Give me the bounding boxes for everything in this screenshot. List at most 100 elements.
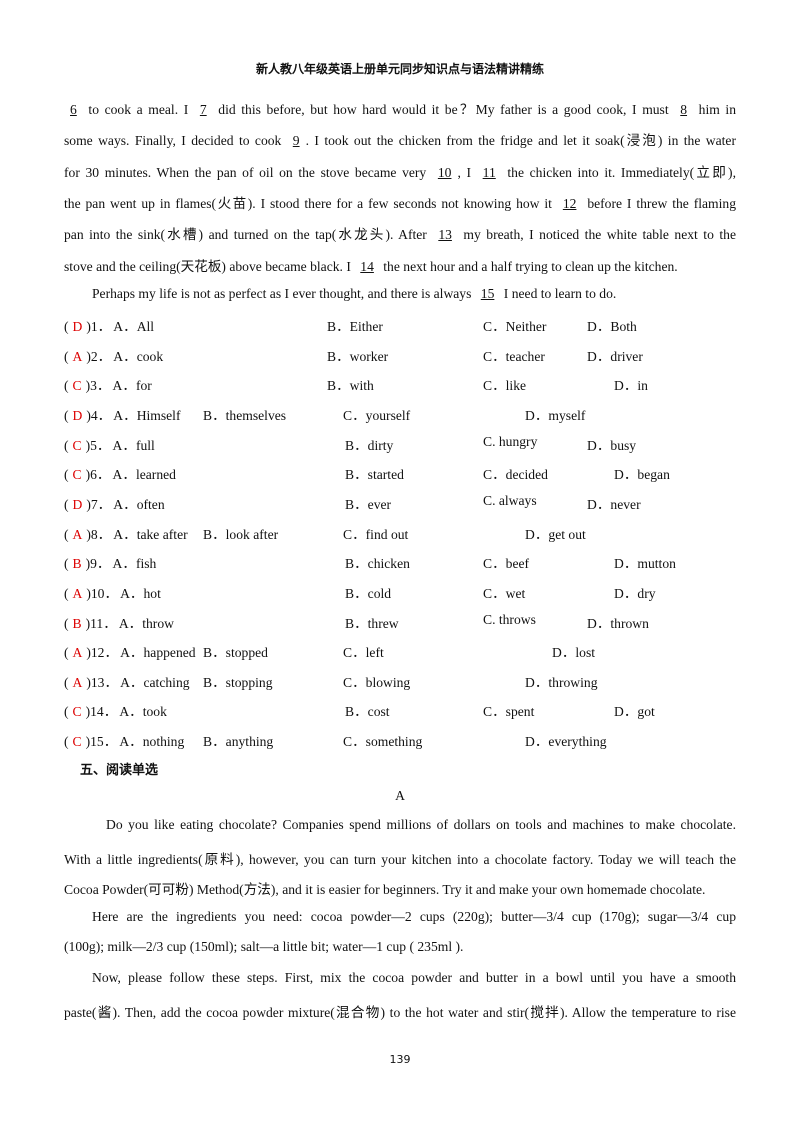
option: D．lost: [552, 645, 596, 661]
text: some ways. Finally, I decided to cook: [64, 133, 287, 149]
answer: B: [72, 556, 82, 572]
question-number: )10．: [86, 585, 119, 601]
question-number: )13．: [86, 674, 119, 690]
question-stem: (A)12． A．happened: [64, 641, 196, 661]
option: A．cook: [113, 348, 164, 364]
text-line: for 30 minutes. When the pan of oil on t…: [64, 161, 736, 181]
blank: 13: [438, 227, 452, 243]
option: D．mutton: [614, 556, 676, 572]
option: D．in: [614, 378, 648, 394]
passage-title: A: [395, 788, 405, 803]
option: D．myself: [525, 407, 586, 423]
text: , I: [457, 164, 477, 180]
question-number: )7．: [86, 496, 112, 512]
answer: C: [72, 734, 82, 750]
question-stem: (C)6． A．learned: [64, 463, 176, 483]
text-line: pan into the sink(水槽) and turned on the …: [64, 223, 736, 243]
blank: 10: [437, 164, 452, 180]
option: C．something: [343, 734, 423, 750]
text-line: stove and the ceiling(天花板) above became …: [64, 255, 736, 275]
bracket: (: [64, 496, 69, 512]
answer: C: [72, 437, 82, 453]
option: C．like: [483, 378, 527, 394]
option: B．stopped: [203, 645, 268, 661]
bracket: (: [64, 378, 69, 394]
option: D．got: [614, 704, 655, 720]
text: pan into the sink(水槽) and turned on the …: [64, 227, 433, 243]
blank: 6: [70, 102, 77, 117]
option: A．catching: [120, 674, 190, 690]
answer: A: [72, 348, 83, 364]
option: D．driver: [587, 348, 643, 364]
question-stem: (B)9． A．fish: [64, 552, 156, 572]
page-number: 139: [389, 1053, 411, 1066]
question-stem: (A)10． A．hot: [64, 582, 161, 602]
question-number: )12．: [86, 645, 119, 661]
option: B．Either: [327, 319, 383, 334]
question-stem: (A)8． A．take after: [64, 523, 188, 543]
option: A．learned: [112, 467, 176, 483]
question-number: )14．: [85, 704, 118, 720]
bracket: (: [64, 734, 69, 750]
option: D．busy: [587, 437, 637, 453]
option: D．began: [614, 467, 670, 483]
option: D．get out: [525, 526, 586, 542]
question-number: )6．: [85, 467, 111, 483]
text: the next hour and a half trying to clean…: [379, 258, 678, 274]
text-line: 6 to cook a meal. I 7 did this before, b…: [64, 98, 736, 118]
option: C. hungry: [483, 433, 538, 449]
text: to cook a meal. I: [82, 102, 194, 117]
answer: A: [72, 526, 83, 542]
option: B．with: [327, 378, 374, 394]
bracket: (: [64, 556, 69, 572]
question-stem: (C)14． A．took: [64, 700, 167, 720]
option: C．teacher: [483, 348, 545, 364]
text-line: Cocoa Powder(可可粉) Method(方法), and it is …: [64, 882, 706, 898]
option: A．for: [112, 378, 152, 394]
option: B．anything: [203, 734, 274, 750]
text-line: Perhaps my life is not as perfect as I e…: [92, 286, 736, 302]
option: D．Both: [587, 319, 637, 334]
bracket: (: [64, 526, 69, 542]
text-line: (100g); milk—2/3 cup (150ml); salt—a lit…: [64, 939, 464, 955]
bracket: (: [64, 467, 69, 483]
bracket: (: [64, 674, 69, 690]
question-stem: (D)4． A．Himself: [64, 404, 181, 424]
option: A．nothing: [119, 734, 185, 750]
option: D．dry: [614, 585, 656, 601]
text: for 30 minutes. When the pan of oil on t…: [64, 164, 432, 180]
blank: 7: [199, 102, 207, 117]
question-number: )11．: [85, 615, 117, 631]
text: the pan went up in flames(火苗). I stood t…: [64, 195, 557, 211]
answer: D: [72, 319, 83, 334]
option: A．full: [112, 437, 155, 453]
text: I need to learn to do.: [500, 285, 617, 301]
option: B．threw: [345, 615, 399, 631]
option: A．hot: [120, 585, 161, 601]
question-stem: (D)7． A．often: [64, 493, 165, 513]
option: A．fish: [112, 556, 157, 572]
text: him in: [693, 102, 736, 117]
option: B．started: [345, 467, 404, 483]
option: B．cold: [345, 585, 392, 601]
text-line: Do you like eating chocolate? Companies …: [106, 817, 736, 832]
page-title: 新人教八年级英语上册单元同步知识点与语法精讲精练: [255, 62, 544, 76]
text: my breath, I noticed the white table nex…: [457, 227, 736, 243]
option: C．Neither: [483, 319, 547, 334]
question-stem: (C)3． A．for: [64, 374, 152, 394]
bracket: (: [64, 645, 69, 661]
bracket: (: [64, 319, 69, 334]
question-number: )8．: [86, 526, 112, 542]
option: C．wet: [483, 585, 526, 601]
option: B．chicken: [345, 556, 410, 572]
question-number: )4．: [86, 407, 112, 423]
text: the chicken into it. Immediately(立即),: [501, 164, 736, 180]
option: B．themselves: [203, 407, 287, 423]
text-line: the pan went up in flames(火苗). I stood t…: [64, 192, 736, 212]
option: A．throw: [118, 615, 174, 631]
text-line: Here are the ingredients you need: cocoa…: [92, 908, 736, 924]
option: A．often: [113, 496, 165, 512]
question-stem: (A)13． A．catching: [64, 671, 190, 691]
option: B．cost: [345, 704, 390, 720]
